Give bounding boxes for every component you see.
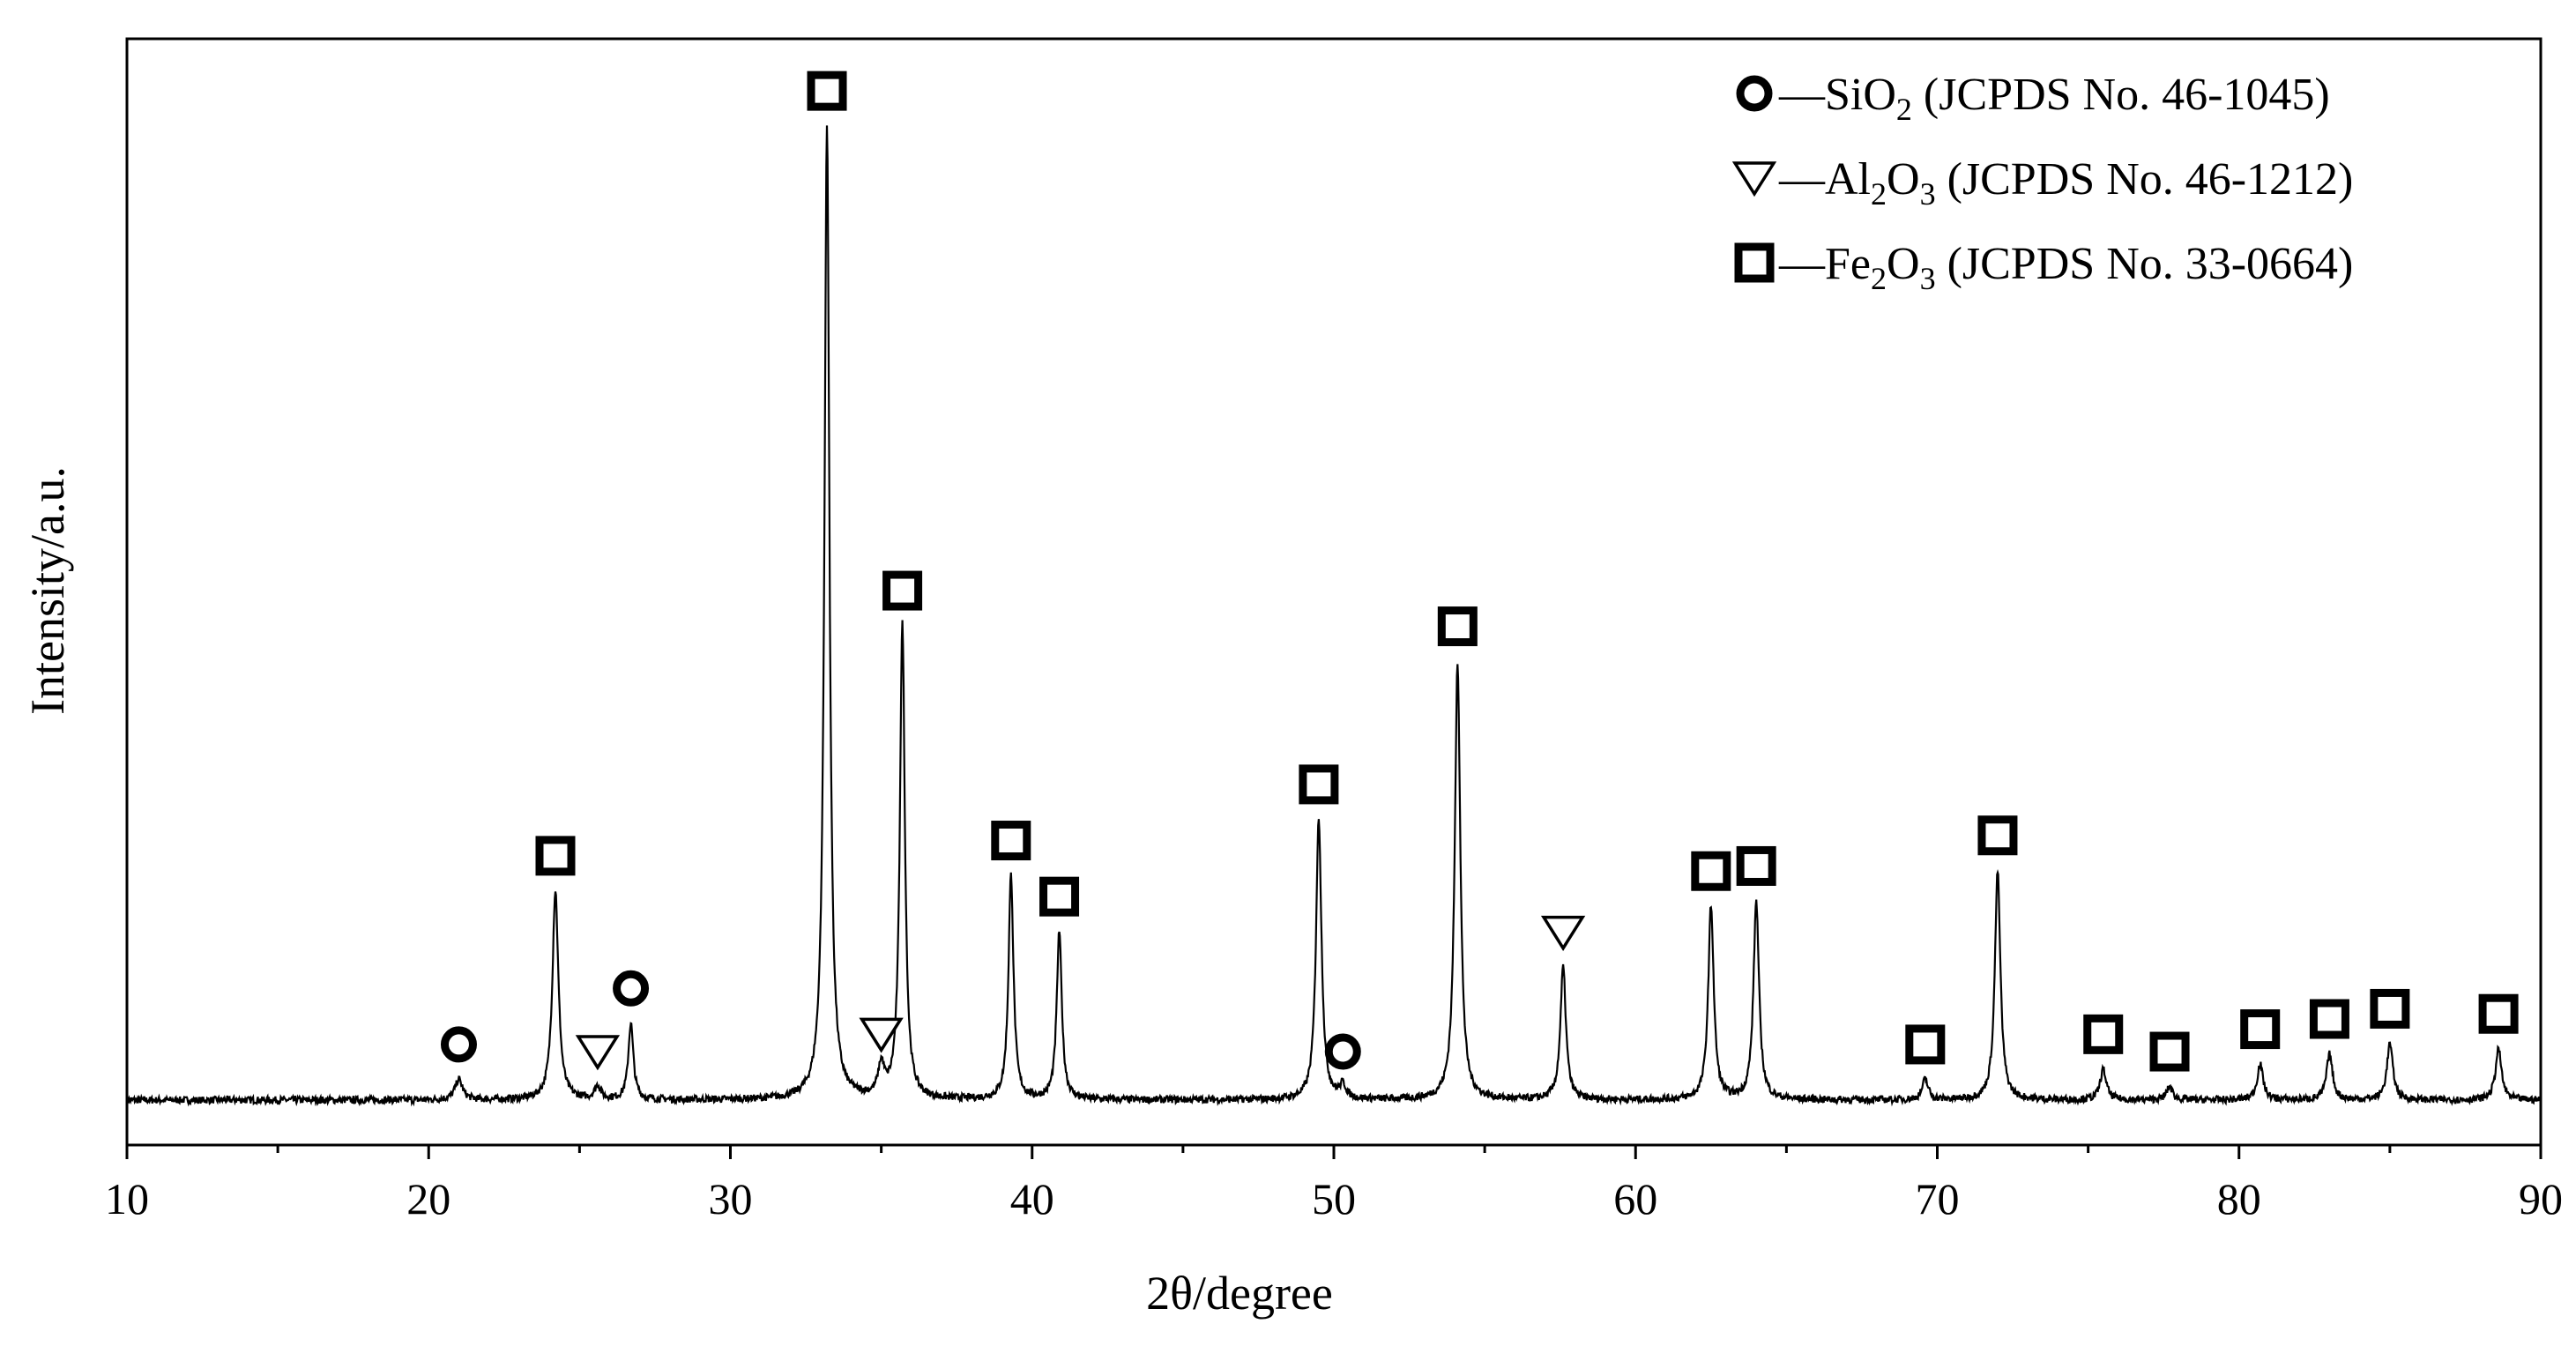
square-marker: [2149, 1031, 2190, 1072]
legend: —SiO2 (JCPDS No. 46-1045) —Al2O3 (JCPDS N…: [1731, 70, 2353, 296]
square-marker: [535, 836, 576, 876]
square-marker: [1905, 1024, 1946, 1065]
circle-marker: [440, 1026, 477, 1063]
x-axis-ticks: 10 20 30 40 50 60 70 80 90: [105, 1145, 2563, 1223]
square-marker: [1736, 845, 1776, 886]
peak-markers: [440, 71, 2519, 1072]
triangle-marker: [575, 1035, 621, 1071]
x-tick-label: 50: [1312, 1174, 1356, 1223]
x-tick-label: 40: [1010, 1174, 1054, 1223]
circle-marker: [1324, 1033, 1361, 1070]
square-marker: [1977, 815, 2018, 856]
legend-entry-label: —SiO2 (JCPDS No. 46-1045): [1778, 70, 2330, 127]
x-tick-label: 60: [1613, 1174, 1657, 1223]
square-marker: [2309, 999, 2349, 1039]
x-tick-label: 70: [1916, 1174, 1960, 1223]
square-marker: [2240, 1009, 2281, 1050]
xrd-line: [125, 125, 2542, 1107]
square-marker: [882, 570, 923, 611]
y-axis-label: Intensity/a.u.: [21, 466, 74, 715]
xrd-pattern: [125, 125, 2542, 1107]
x-tick-label: 90: [2519, 1174, 2563, 1223]
circle-marker: [613, 970, 650, 1007]
square-marker: [807, 71, 847, 111]
x-tick-label: 30: [709, 1174, 753, 1223]
square-marker: [1299, 764, 1339, 805]
square-marker: [991, 821, 1031, 861]
x-tick-label: 20: [406, 1174, 450, 1223]
legend-entry-label: —Al2O3 (JCPDS No. 46-1212): [1778, 154, 2353, 212]
square-marker: [1734, 242, 1775, 283]
legend-entry-label: —Fe2O3 (JCPDS No. 33-0664): [1778, 239, 2353, 296]
x-axis-label: 2θ/degree: [1146, 1267, 1333, 1320]
x-tick-label: 10: [105, 1174, 149, 1223]
triangle-marker: [1731, 161, 1777, 197]
triangle-marker: [1540, 915, 1586, 951]
x-tick-label: 80: [2217, 1174, 2261, 1223]
square-marker: [2478, 993, 2519, 1034]
triangle-marker: [859, 1017, 904, 1053]
square-marker: [1039, 876, 1080, 917]
square-marker: [2370, 988, 2410, 1029]
plot-frame: [125, 37, 2542, 1147]
square-marker: [2083, 1014, 2124, 1054]
square-marker: [1691, 851, 1731, 891]
circle-marker: [1736, 75, 1773, 112]
square-marker: [1437, 606, 1478, 647]
